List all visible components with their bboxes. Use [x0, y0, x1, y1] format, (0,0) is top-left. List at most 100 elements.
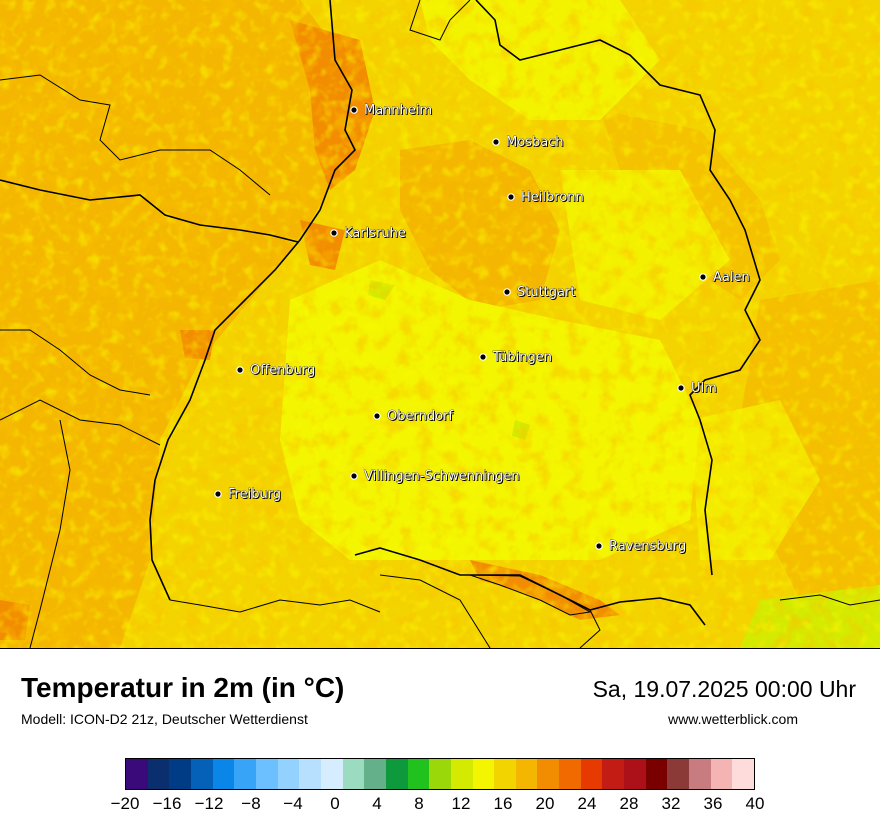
legend-ticks: −20 −16 −12 −8 −4 0 4 8 12 16 20 24 28 32 36 40	[111, 794, 765, 824]
city-label: Tübingen	[492, 350, 552, 365]
legend-swatch	[645, 759, 668, 789]
city-dot	[350, 106, 358, 114]
legend-swatch	[450, 759, 473, 789]
city-label: Ulm	[691, 381, 717, 396]
legend-swatch	[407, 759, 430, 789]
legend-tick-label: 4	[372, 794, 382, 813]
legend-swatch	[234, 759, 256, 789]
legend-tick-label: −4	[283, 794, 303, 813]
legend-swatch	[732, 759, 755, 789]
temperature-map: Mannheim Mannheim Mosbach Mosbach Heilbronn H…	[0, 0, 880, 649]
city-label: Stuttgart	[517, 285, 575, 300]
city-label-shadow: Oberndorf	[388, 410, 454, 425]
legend-swatch	[624, 759, 646, 789]
city-label: Oberndorf	[387, 409, 453, 424]
city-label: Ravensburg	[609, 539, 686, 554]
legend-swatch	[277, 759, 300, 789]
city-dot	[330, 229, 338, 237]
city-label-shadow: Karlsruhe	[345, 227, 407, 242]
legend-swatch	[190, 759, 213, 789]
legend-tick-label: 12	[451, 794, 471, 813]
city-label: Mannheim	[364, 103, 432, 118]
city-dot	[677, 384, 685, 392]
city-dot	[595, 542, 603, 550]
city-dot	[492, 138, 500, 146]
city-label: Freiburg	[228, 487, 281, 502]
city-label: Heilbronn	[521, 190, 584, 205]
legend-tick-label: 24	[577, 794, 597, 813]
city-label-shadow: Mannheim	[365, 104, 433, 119]
legend-swatch	[602, 759, 625, 789]
legend-swatch	[710, 759, 733, 789]
website-link[interactable]: www.wetterblick.com	[668, 711, 798, 727]
legend-swatch	[212, 759, 235, 789]
city-label-shadow: Mosbach	[507, 136, 565, 151]
city-label-shadow: Aalen	[714, 271, 751, 286]
legend-tick-label: 28	[619, 794, 639, 813]
city-label-shadow: Offenburg	[251, 364, 316, 379]
city-label: Aalen	[713, 270, 750, 285]
legend-swatch	[472, 759, 495, 789]
legend-tick-label: 36	[703, 794, 723, 813]
city-dot	[236, 366, 244, 374]
legend-swatch	[689, 759, 711, 789]
legend-tick-label: −16	[152, 794, 182, 813]
legend-tick-label: 16	[493, 794, 513, 813]
city-dot	[503, 288, 511, 296]
legend-tick-label: −12	[194, 794, 224, 813]
legend-swatch	[559, 759, 581, 789]
color-legend	[125, 758, 755, 790]
legend-swatch	[580, 759, 603, 789]
legend-swatch	[126, 759, 148, 789]
map-title: Temperatur in 2m (in °C)	[21, 672, 345, 703]
city-dot	[350, 472, 358, 480]
city-label-shadow: Freiburg	[229, 488, 282, 503]
city-label-shadow: Ravensburg	[610, 540, 687, 555]
city-dot	[507, 193, 515, 201]
legend-swatch	[429, 759, 451, 789]
legend-swatch	[255, 759, 278, 789]
city-label-shadow: Tübingen	[493, 351, 553, 366]
state-borders	[0, 0, 761, 626]
legend-swatch	[364, 759, 386, 789]
city-label-shadow: Stuttgart	[518, 286, 576, 301]
city-dot	[699, 273, 707, 281]
legend-tick-label: 32	[661, 794, 681, 813]
legend-tick-label: −8	[241, 794, 261, 813]
legend-tick-label: −20	[110, 794, 140, 813]
legend-swatch	[299, 759, 321, 789]
city-dot	[373, 412, 381, 420]
legend-tick-label: 20	[535, 794, 555, 813]
city-label: Karlsruhe	[344, 226, 406, 241]
lake-constance	[469, 574, 592, 616]
legend-swatch	[667, 759, 690, 789]
city-label-shadow: Ulm	[692, 382, 718, 397]
city-label: Mosbach	[506, 135, 564, 150]
legend-swatch	[494, 759, 516, 789]
country-borders	[0, 0, 880, 648]
model-info: Modell: ICON-D2 21z, Deutscher Wetterdie…	[21, 711, 308, 727]
city-dot	[214, 490, 222, 498]
forecast-datetime: Sa, 19.07.2025 00:00 Uhr	[592, 676, 856, 702]
city-marker: Villingen-SchwenningenVillingen-Schwenni…	[350, 469, 521, 485]
legend-swatch	[320, 759, 343, 789]
legend-tick-label: 0	[330, 794, 340, 813]
city-label-shadow: Villingen-Schwenningen	[365, 470, 521, 485]
legend-tick-label: 40	[745, 794, 765, 813]
legend-swatch	[342, 759, 365, 789]
legend-swatch	[147, 759, 170, 789]
legend-swatch	[515, 759, 538, 789]
city-label: Offenburg	[250, 363, 315, 378]
